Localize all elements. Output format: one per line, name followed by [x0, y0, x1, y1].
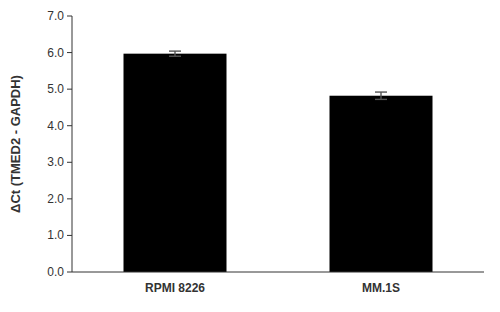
x-tick-label: MM.1S: [362, 281, 400, 295]
x-tick-label: RPMI 8226: [145, 281, 205, 295]
chart: 0.0 1.0 2.0 3.0 4.0 5.0 6.0 7.0 RPMI 8226 MM.1S ΔC…: [0, 0, 500, 312]
error-cap: [169, 50, 181, 51]
y-tick: [67, 162, 72, 163]
error-cap: [375, 91, 387, 92]
error-line: [380, 92, 381, 99]
y-tick-label: 5.0: [47, 82, 64, 96]
y-tick-label: 3.0: [47, 155, 64, 169]
y-tick-label: 6.0: [47, 46, 64, 60]
y-tick: [67, 125, 72, 126]
y-tick-label: 0.0: [47, 265, 64, 279]
y-tick: [67, 198, 72, 199]
y-tick-label: 4.0: [47, 119, 64, 133]
y-tick: [67, 52, 72, 53]
y-axis-line: [72, 16, 73, 272]
y-tick-label: 7.0: [47, 9, 64, 23]
y-tick: [67, 16, 72, 17]
y-tick: [67, 89, 72, 90]
marks: [124, 51, 433, 272]
x-axis-line: [72, 272, 484, 273]
bar: [124, 54, 227, 272]
error-bar: [169, 51, 181, 56]
axes: 0.0 1.0 2.0 3.0 4.0 5.0 6.0 7.0 RPMI 8226 MM.1S ΔC…: [8, 9, 484, 295]
error-cap: [375, 99, 387, 100]
y-tick: [67, 235, 72, 236]
y-tick-label: 2.0: [47, 192, 64, 206]
error-bar: [375, 92, 387, 99]
error-line: [174, 51, 175, 56]
y-tick: [67, 272, 72, 273]
y-axis-label: ΔCt (TMED2 - GAPDH): [8, 75, 23, 213]
bar: [330, 96, 433, 272]
error-cap: [169, 56, 181, 57]
y-tick-label: 1.0: [47, 228, 64, 242]
